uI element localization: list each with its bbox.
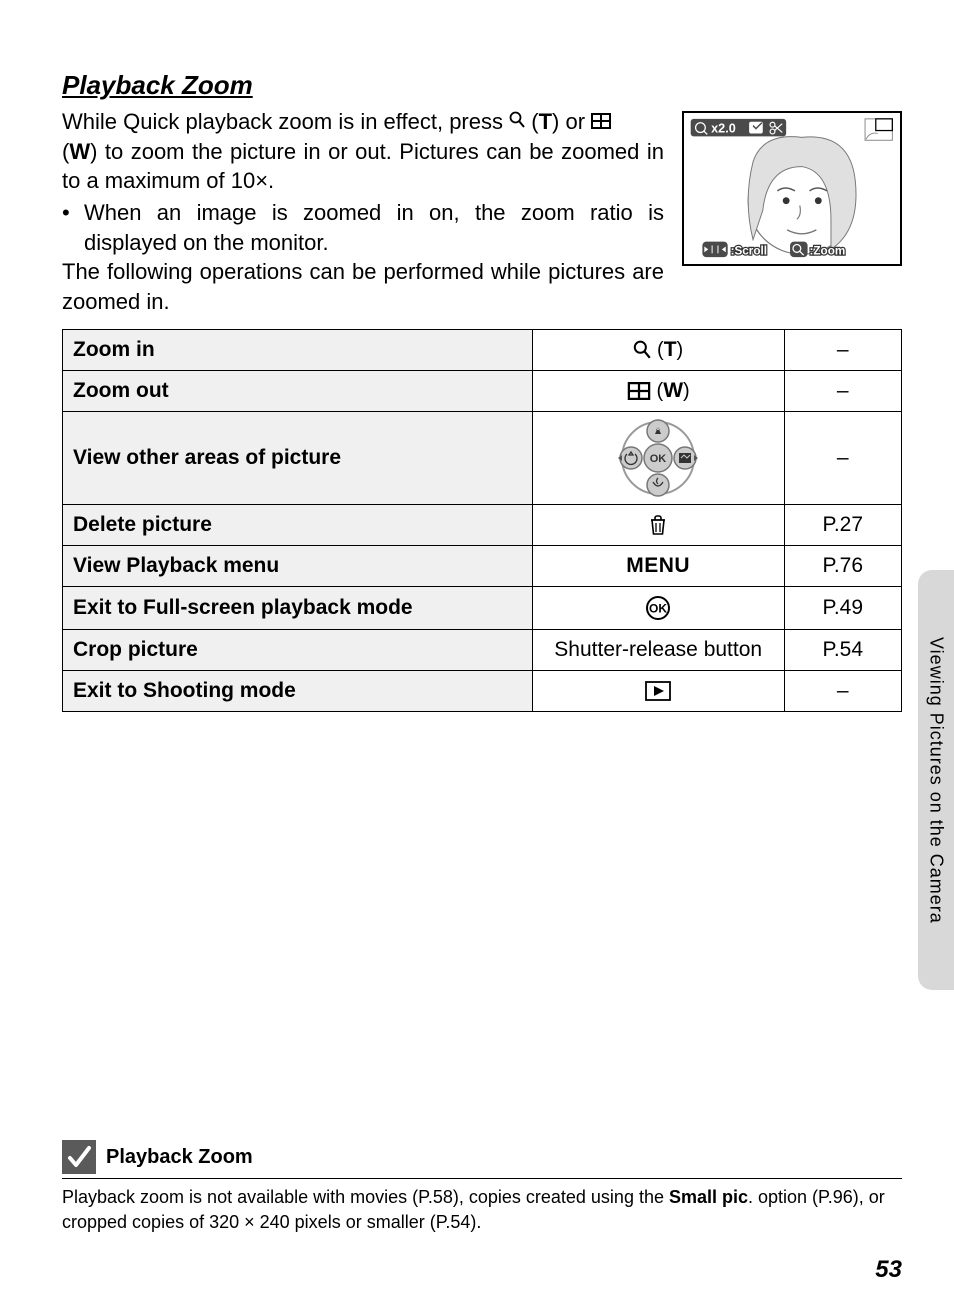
- section-heading: Playback Zoom: [62, 70, 902, 101]
- op-label: Exit to Full-screen playback mode: [63, 586, 533, 629]
- op-control: OK: [532, 586, 784, 629]
- table-row: Crop picture Shutter-release button P.54: [63, 629, 902, 670]
- svg-text::Zoom: :Zoom: [810, 244, 846, 257]
- magnifier-icon: [633, 340, 651, 360]
- op-ref: P.54: [784, 629, 901, 670]
- op-ref: P.76: [784, 545, 901, 586]
- note-title: Playback Zoom: [106, 1146, 253, 1169]
- zoom-illustration: x2.0 :Scroll: [682, 111, 902, 266]
- bullet-dot: •: [62, 198, 84, 257]
- trash-icon: [648, 514, 668, 536]
- magnifier-icon: [509, 111, 525, 129]
- op-label: Zoom out: [63, 370, 533, 411]
- intro-paren-close-or: ) or: [552, 109, 591, 134]
- w-key-label: W: [69, 139, 90, 164]
- op-label: Delete picture: [63, 504, 533, 545]
- dpad-icon: OK: [612, 418, 704, 498]
- op-control: (W): [532, 370, 784, 411]
- table-row: Zoom out (W) –: [63, 370, 902, 411]
- table-row: Exit to Full-screen playback mode OK P.4…: [63, 586, 902, 629]
- intro-line1a: While Quick playback zoom is in effect, …: [62, 109, 509, 134]
- t-key: T: [664, 338, 677, 361]
- op-control: MENU: [532, 545, 784, 586]
- thumbnail-icon: [591, 113, 611, 129]
- intro-line3: The following operations can be performe…: [62, 257, 664, 316]
- note-body: Playback zoom is not available with movi…: [62, 1185, 902, 1234]
- op-ref: –: [784, 329, 901, 370]
- svg-text:x2.0: x2.0: [711, 121, 736, 135]
- op-ref: P.27: [784, 504, 901, 545]
- note-box: Playback Zoom Playback zoom is not avail…: [62, 1140, 902, 1234]
- t-key-label: T: [539, 109, 552, 134]
- table-row: Zoom in (T) –: [63, 329, 902, 370]
- svg-text::Scroll: :Scroll: [731, 244, 767, 257]
- w-key: W: [663, 379, 683, 402]
- play-icon: [645, 681, 671, 701]
- intro-paren-open: (: [525, 109, 538, 134]
- op-ref: –: [784, 370, 901, 411]
- op-control: Shutter-release button: [532, 629, 784, 670]
- op-ref: –: [784, 670, 901, 711]
- op-label: Exit to Shooting mode: [63, 670, 533, 711]
- section-tab: Viewing Pictures on the Camera: [918, 570, 954, 990]
- op-control: [532, 670, 784, 711]
- intro-line2: ) to zoom the picture in or out. Picture…: [62, 139, 664, 194]
- section-tab-label: Viewing Pictures on the Camera: [926, 637, 947, 924]
- thumbnail-icon: [627, 382, 651, 400]
- svg-text:OK: OK: [649, 601, 667, 615]
- table-row: Delete picture P.27: [63, 504, 902, 545]
- op-control: OK: [532, 411, 784, 504]
- op-label: View Playback menu: [63, 545, 533, 586]
- op-ref: P.49: [784, 586, 901, 629]
- checkmark-icon: [62, 1140, 96, 1174]
- table-row: View Playback menu MENU P.76: [63, 545, 902, 586]
- op-label: View other areas of picture: [63, 411, 533, 504]
- op-control: [532, 504, 784, 545]
- svg-text:OK: OK: [650, 453, 667, 465]
- intro-text: While Quick playback zoom is in effect, …: [62, 107, 664, 317]
- table-row: View other areas of picture OK –: [63, 411, 902, 504]
- bullet-text: When an image is zoomed in on, the zoom …: [84, 198, 664, 257]
- table-row: Exit to Shooting mode –: [63, 670, 902, 711]
- ok-button-icon: OK: [645, 595, 671, 621]
- op-ref: –: [784, 411, 901, 504]
- op-control: (T): [532, 329, 784, 370]
- op-label: Crop picture: [63, 629, 533, 670]
- operations-table: Zoom in (T) – Zoom out (W) – View other …: [62, 329, 902, 712]
- op-label: Zoom in: [63, 329, 533, 370]
- menu-label: MENU: [626, 554, 690, 577]
- page-number: 53: [875, 1256, 902, 1284]
